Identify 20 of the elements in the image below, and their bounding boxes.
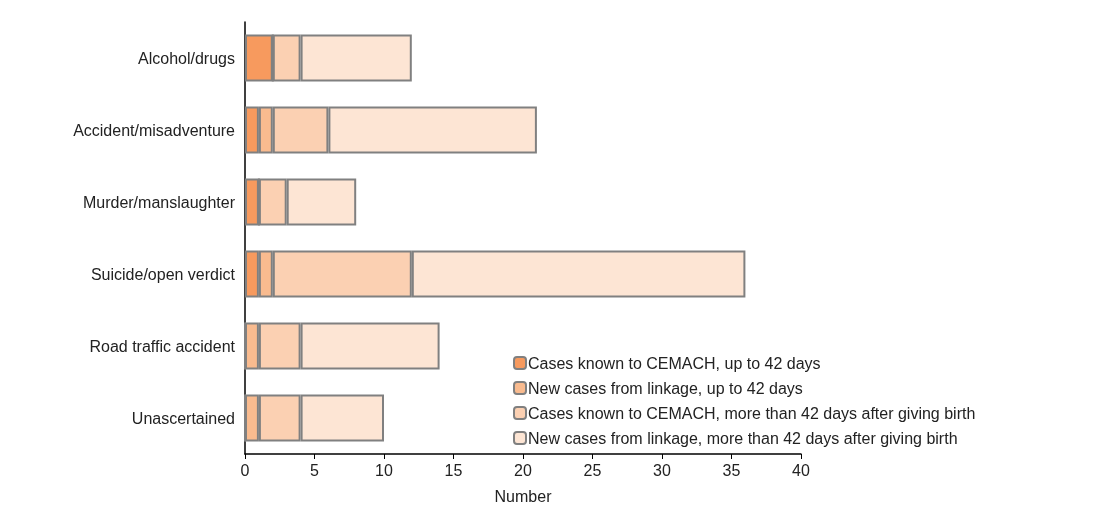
y-tick-label: Suicide/open verdict [90,265,236,283]
x-tick-label: 0 [240,461,250,479]
x-tick-label: 10 [375,461,393,479]
legend-label: Cases known to CEMACH, up to 42 days [528,354,821,372]
x-axis-title: Number [494,487,553,505]
x-tick-label: 35 [722,461,741,479]
y-tick-label: Road traffic accident [89,337,236,355]
x-tick-label: 20 [514,461,532,479]
y-tick-label: Unascertained [131,409,235,427]
y-tick-label: Accident/misadventure [73,121,236,139]
legend-label: Cases known to CEMACH, more than 42 days after giving birth [528,404,976,422]
x-tick-label: 25 [583,461,602,479]
x-tick-label: 5 [310,461,320,479]
x-tick-label: 15 [444,461,463,479]
legend-label: New cases from linkage, more than 42 days after giving birth [528,429,958,447]
y-tick-label: Murder/manslaughter [82,193,236,211]
legend-label: New cases from linkage, up to 42 days [528,379,803,397]
x-tick-label: 40 [792,461,810,479]
x-tick-label: 30 [653,461,671,479]
y-tick-label: Alcohol/drugs [138,49,235,67]
